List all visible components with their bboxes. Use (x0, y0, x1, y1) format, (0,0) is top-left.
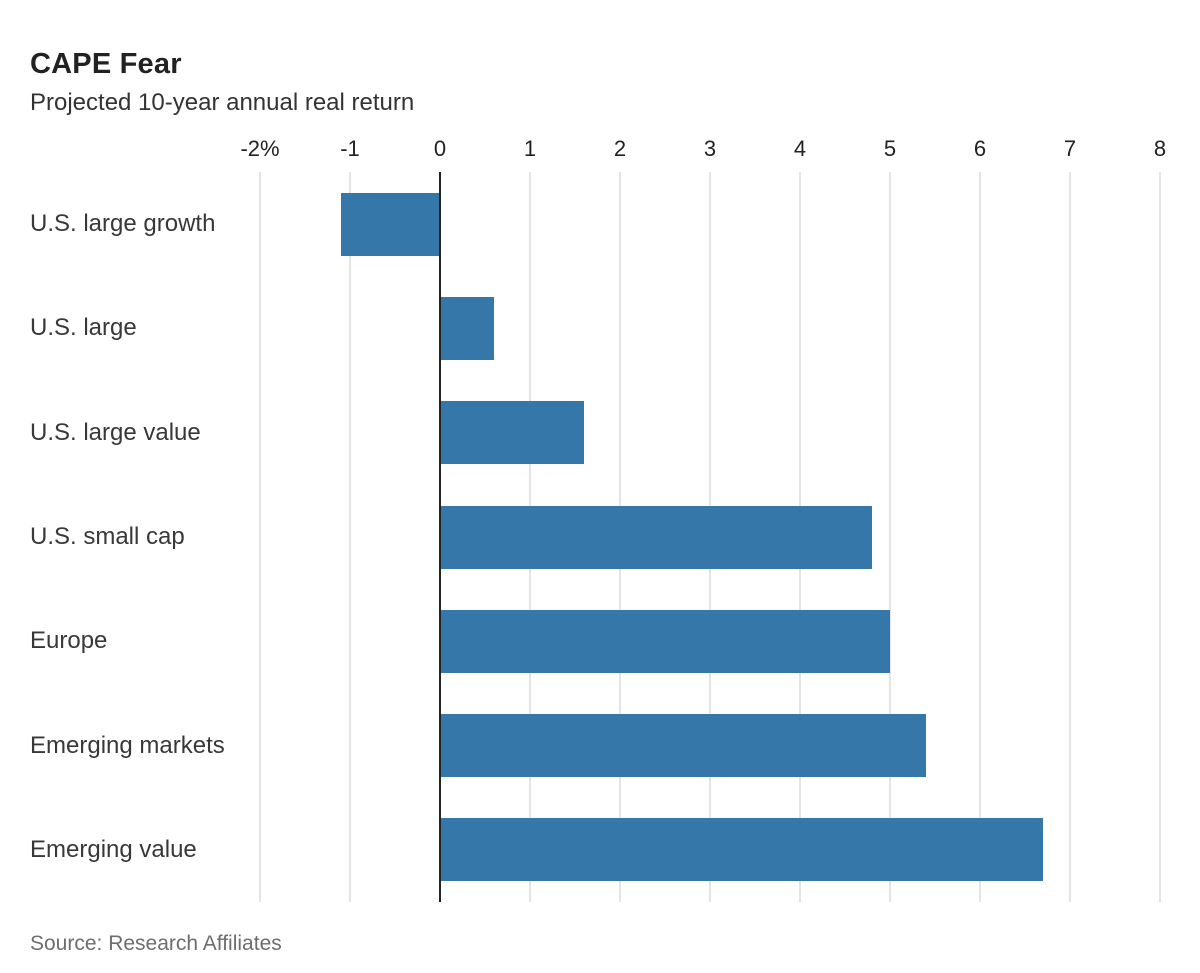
x-tick-label-5: 5 (883, 136, 897, 161)
gridline-7 (1069, 172, 1071, 902)
x-tick-label-8: 8 (1153, 136, 1167, 161)
gridline-5 (889, 172, 891, 902)
bar-u-s-large-value (440, 401, 584, 465)
category-label-u-s-large: U.S. large (30, 314, 137, 342)
bar-europe (440, 609, 890, 673)
x-tick-label-2: 2 (613, 136, 627, 161)
bar-emerging-value (440, 818, 1043, 882)
x-tick-label-0: 0 (433, 136, 447, 161)
bar-chart-plot-area: U.S. large growth U.S. large U.S. large va… (0, 172, 1200, 902)
gridline-8 (1159, 172, 1161, 902)
x-tick-label-1: 1 (523, 136, 537, 161)
bar-u-s-large (440, 296, 494, 360)
x-tick-label--1: -1 (340, 136, 360, 161)
x-tick-label-7: 7 (1063, 136, 1077, 161)
category-label-u-s-small-cap: U.S. small cap (30, 523, 185, 550)
x-axis: -2% -1 0 1 2 3 4 5 6 7 8 (0, 136, 1200, 164)
x-tick-label-6: 6 (973, 136, 987, 161)
bar-emerging-markets (440, 714, 926, 778)
category-label-europe: Europe (30, 627, 108, 655)
gridline--1 (349, 172, 351, 902)
category-label-u-s-large-value: U.S. large value (30, 418, 201, 446)
category-label-emerging-markets: Emerging markets (30, 731, 225, 759)
source-note: Source: Research Affiliates (30, 932, 282, 955)
zero-axis-line (439, 172, 441, 902)
chart-subtitle: Projected 10-year annual real return (30, 89, 415, 116)
bar-u-s-large-growth (341, 192, 440, 256)
x-tick-label-3: 3 (703, 136, 717, 161)
gridline-6 (979, 172, 981, 902)
category-label-emerging-value: Emerging value (30, 835, 197, 863)
category-label-u-s-large-growth: U.S. large growth (30, 210, 216, 238)
x-tick-label-4: 4 (793, 136, 807, 161)
gridline--2 (259, 172, 261, 902)
bar-u-s-small-cap (440, 505, 872, 569)
x-tick-label--2: -2% (240, 136, 280, 161)
chart-title: CAPE Fear (30, 48, 182, 80)
